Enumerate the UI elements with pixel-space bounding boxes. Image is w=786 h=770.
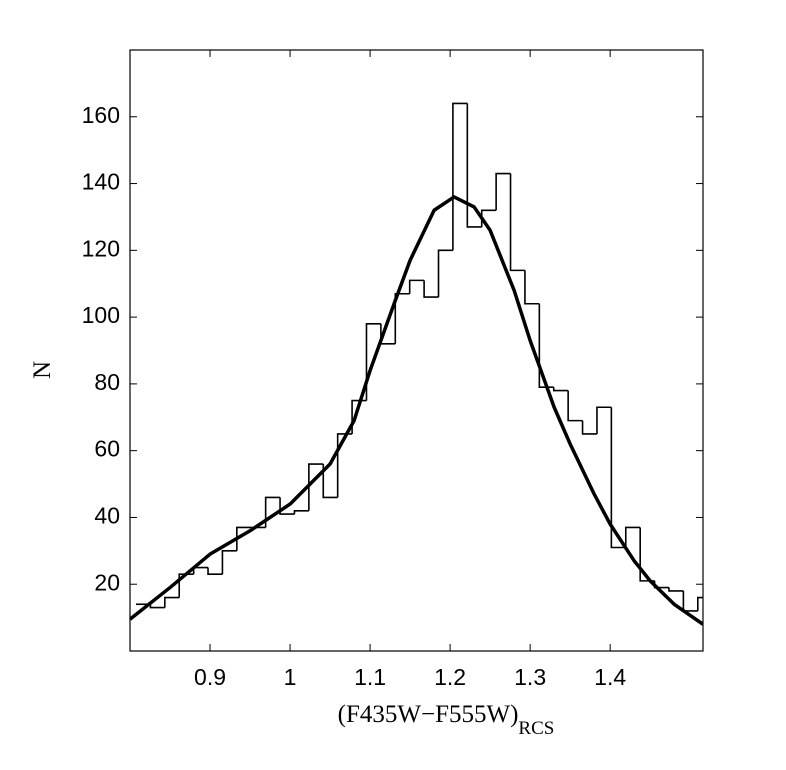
histogram-bin — [408, 279, 425, 294]
y-axis-label: N — [29, 361, 56, 379]
histogram-bin — [480, 209, 497, 227]
y-tick-label: 60 — [94, 436, 120, 462]
histogram-bin — [279, 497, 295, 515]
y-tick-label: 80 — [94, 369, 120, 395]
x-label-subscript: RCS — [518, 718, 554, 739]
x-label-text: (F435W−F555W) — [338, 701, 519, 728]
plot-frame — [129, 49, 704, 652]
x-tick-label: 1.3 — [514, 664, 546, 690]
histogram-bin — [365, 322, 381, 401]
histogram-bin — [452, 102, 468, 251]
histogram-bin — [236, 526, 252, 551]
histogram-bin — [567, 390, 583, 422]
histogram-bin — [178, 573, 194, 598]
histogram-bin — [668, 587, 684, 592]
histogram-bin — [524, 270, 540, 305]
x-tick-label: 0.9 — [194, 664, 226, 690]
y-tick-label: 140 — [82, 169, 120, 195]
fit-curve — [130, 195, 703, 626]
x-tick-label: 1.4 — [594, 664, 626, 690]
x-axis-label: (F435W−F555W)RCS — [338, 701, 555, 739]
y-tick-label: 40 — [94, 503, 120, 529]
histogram-bin — [596, 406, 612, 434]
x-tick-label: 1 — [284, 664, 297, 690]
histogram-bin — [394, 292, 410, 344]
plot-area — [130, 102, 703, 626]
histogram-bin — [221, 550, 237, 575]
histogram-bin — [192, 566, 209, 575]
x-tick-label: 1.2 — [434, 664, 466, 690]
y-tick-label: 20 — [94, 569, 120, 595]
y-tick-label: 100 — [82, 302, 120, 328]
histogram-bin — [437, 249, 453, 298]
histogram-bin — [581, 420, 597, 435]
histogram-bin — [552, 387, 569, 392]
histogram-bin — [423, 280, 439, 298]
histogram-bin — [610, 407, 626, 549]
histogram-bin — [466, 103, 482, 228]
histogram-bin — [682, 590, 698, 612]
histogram-bin — [164, 596, 180, 608]
histogram-bin — [322, 464, 338, 499]
histogram-bin — [207, 567, 223, 576]
histogram-bin — [696, 596, 703, 611]
histogram-bin — [538, 303, 554, 389]
histogram-bin — [308, 463, 324, 511]
histogram-bin — [264, 496, 281, 528]
x-tick-label: 1.1 — [354, 664, 386, 690]
histogram-bin — [495, 172, 511, 211]
histogram-bin — [509, 173, 525, 272]
histogram-bin — [149, 604, 165, 609]
y-tick-label: 160 — [82, 102, 120, 128]
y-tick-label: 120 — [82, 235, 120, 261]
histogram-bin — [293, 509, 309, 515]
histogram-bin — [624, 526, 641, 548]
